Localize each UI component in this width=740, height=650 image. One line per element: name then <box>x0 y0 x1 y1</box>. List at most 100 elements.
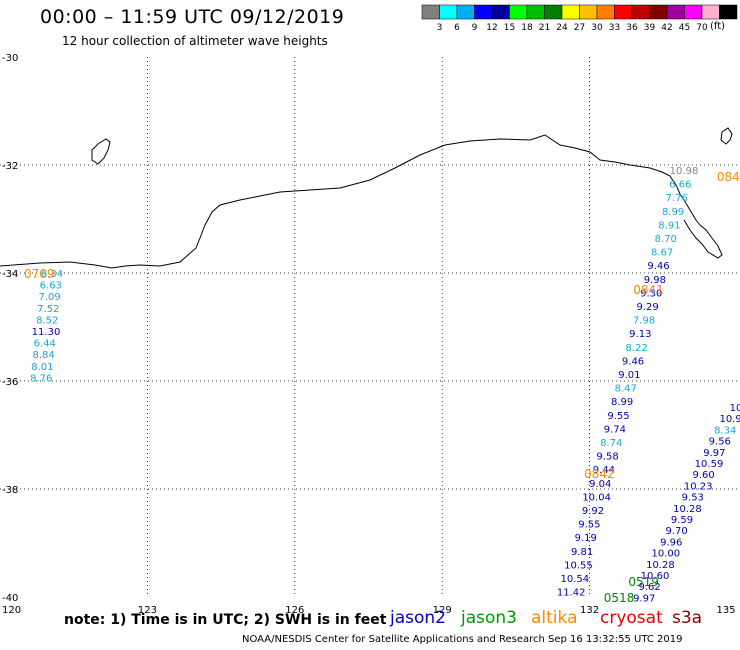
lat-tick-label: -32 <box>2 161 18 172</box>
color-scale-label: 39 <box>644 23 656 33</box>
color-scale-label: 45 <box>679 23 690 33</box>
color-scale-swatch <box>474 4 493 20</box>
wave-height-label: 9.01 <box>618 370 640 381</box>
lat-tick-label: -38 <box>2 485 18 496</box>
wave-height-label: 9.13 <box>629 329 651 340</box>
color-scale-swatch <box>421 4 440 20</box>
color-scale-units: (ft) <box>710 21 726 32</box>
coastline <box>0 134 723 269</box>
wave-height-label: 9.58 <box>596 452 618 463</box>
wave-height-label: 9.56 <box>709 437 731 448</box>
wave-height-label: 9.46 <box>622 356 644 367</box>
legend-s3a: s3a <box>672 608 703 628</box>
wave-height-label: 8.91 <box>658 220 680 231</box>
lat-tick-label: -30 <box>2 53 18 64</box>
color-scale-swatch <box>439 4 458 20</box>
color-scale-swatch <box>526 4 545 20</box>
wave-height-label: 9.46 <box>647 261 669 272</box>
color-scale-swatch <box>631 4 650 20</box>
map-subtitle: 12 hour collection of altimeter wave hei… <box>62 34 328 48</box>
wave-height-label: 9.97 <box>633 593 655 604</box>
wave-height-label: 9.30 <box>640 288 662 299</box>
wave-height-label: 8.84 <box>32 350 54 361</box>
lat-tick-label: -34 <box>2 269 18 280</box>
color-scale-label: 36 <box>626 23 638 33</box>
wave-height-label: 10.28 <box>673 504 702 515</box>
color-scale-swatch <box>561 4 580 20</box>
wave-height-label: 9.92 <box>582 506 604 517</box>
wave-height-label: 6.34 <box>41 269 63 280</box>
wave-height-label: 9.19 <box>575 533 597 544</box>
island-west <box>91 138 111 165</box>
wave-height-label: 9.55 <box>578 520 600 531</box>
map-title: 00:00 – 11:59 UTC 09/12/2019 <box>40 6 345 28</box>
color-scale-label: 24 <box>556 23 568 33</box>
color-scale-label: 21 <box>539 23 550 33</box>
wave-height-label: 7.09 <box>38 292 60 303</box>
color-scale-label: 70 <box>696 23 708 33</box>
color-scale-label: 42 <box>661 23 672 33</box>
color-scale-label: 30 <box>591 23 603 33</box>
color-scale-swatch <box>509 4 528 20</box>
wave-height-label: 10.04 <box>582 492 611 503</box>
wave-height-label: 9.81 <box>571 547 593 558</box>
color-scale-swatch <box>544 4 563 20</box>
axis-labels: 120 123 126 129 132 135 -30 -32 -34 -36 -38 -40 <box>2 53 736 616</box>
wave-height-label: 6.63 <box>40 281 62 292</box>
lon-tick-label: 129 <box>433 605 452 616</box>
legend-cryosat: cryosat <box>600 608 663 628</box>
wave-height-label: 6.66 <box>669 180 691 191</box>
track-time-label: 0709 <box>24 267 55 281</box>
color-scale-swatch <box>596 4 615 20</box>
color-scale-label: 9 <box>472 23 478 33</box>
wave-height-label: 9.74 <box>604 424 626 435</box>
legend-jason2: jason2 <box>390 608 446 628</box>
color-scale-label: 15 <box>504 23 515 33</box>
wave-height-label: 9.59 <box>671 515 693 526</box>
island-east <box>720 127 733 145</box>
wave-height-label: 8.22 <box>626 343 648 354</box>
legend-altika: altika <box>531 608 578 628</box>
track-time-label: 0842 <box>584 467 615 481</box>
lat-tick-label: -40 <box>2 593 18 604</box>
color-scale-swatch <box>684 4 703 20</box>
wave-height-label: 8.52 <box>36 315 58 326</box>
wave-height-observations: 6.346.637.097.528.5211.306.448.848.018.7… <box>30 166 740 604</box>
lat-tick-label: -36 <box>2 377 18 388</box>
color-scale-label: 27 <box>574 23 585 33</box>
wave-height-label: 9.60 <box>692 470 714 481</box>
wave-height-label: 9.62 <box>638 582 660 593</box>
wave-height-label: 10 <box>730 403 740 414</box>
color-scale-label: 3 <box>437 23 443 33</box>
lon-tick-label: 135 <box>716 605 735 616</box>
graticule <box>0 57 737 597</box>
wave-height-label: 10.00 <box>651 549 680 560</box>
wave-height-label: 8.76 <box>30 373 52 384</box>
wave-height-label: 10.28 <box>646 560 675 571</box>
color-scale-label: 6 <box>454 23 460 33</box>
color-scale-swatch <box>666 4 685 20</box>
color-scale: 3 6 9 12 15 18 21 24 27 30 33 36 39 42 45 70 <box>421 4 738 33</box>
color-scale-label: 33 <box>609 23 620 33</box>
wave-height-label: 10.55 <box>564 560 593 571</box>
color-scale-swatch <box>614 4 633 20</box>
wave-height-label: 7.76 <box>666 193 688 204</box>
wave-height-label: 9.53 <box>682 493 704 504</box>
wave-height-label: 8.99 <box>611 397 633 408</box>
color-scale-label: 12 <box>486 23 497 33</box>
wave-height-label: 10.9 <box>719 414 740 425</box>
wave-height-label: 10.98 <box>670 166 699 177</box>
wave-height-label: 8.70 <box>655 234 677 245</box>
lon-tick-label: 132 <box>580 605 599 616</box>
wave-height-label: 6.44 <box>34 339 56 350</box>
wave-height-label: 8.34 <box>714 425 736 436</box>
wave-height-label: 9.29 <box>636 302 658 313</box>
wave-height-label: 9.55 <box>607 411 629 422</box>
wave-height-label: 9.97 <box>703 448 725 459</box>
wave-height-label: 9.96 <box>660 537 682 548</box>
wave-height-label: 10.60 <box>641 571 670 582</box>
wave-height-label: 8.99 <box>662 207 684 218</box>
